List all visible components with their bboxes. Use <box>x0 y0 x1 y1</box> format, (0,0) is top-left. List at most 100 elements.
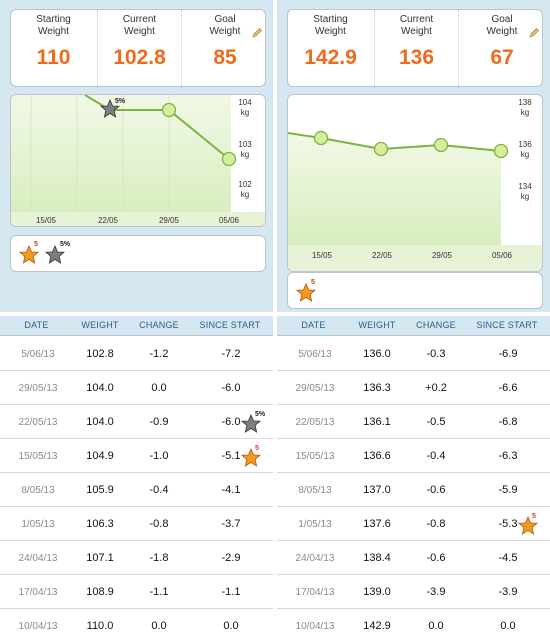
table-row[interactable]: 17/04/13 139.0 -3.9 -3.9 <box>277 575 550 609</box>
table-row[interactable]: 22/05/13 104.0 -0.9 -6.0 5% <box>0 405 273 439</box>
row-change: -0.4 <box>149 484 169 496</box>
row-weight: 142.9 <box>363 620 391 632</box>
row-weight: 137.0 <box>363 484 391 496</box>
row-change: -0.8 <box>426 518 446 530</box>
row-since-start: -6.9 <box>498 348 518 360</box>
row-change: -0.3 <box>426 348 446 360</box>
y-tick-unit: kg <box>241 150 249 159</box>
goal-weight-value: 67 <box>490 46 514 69</box>
right-weights-card: Starting Weight 142.9 Current Weight 136… <box>287 9 544 88</box>
x-tick-label: 29/05 <box>432 251 453 260</box>
table-row[interactable]: 1/05/13 106.3 -0.8 -3.7 <box>0 507 273 541</box>
row-weight: 105.9 <box>86 484 114 496</box>
chart-x-axis-bar <box>288 245 542 271</box>
table-row[interactable]: 15/05/13 104.9 -1.0 -5.1 5 <box>0 439 273 473</box>
right-achievements-card: 5 <box>287 272 543 309</box>
row-change: -1.1 <box>149 586 169 598</box>
table-row[interactable]: 5/06/13 102.8 -1.2 -7.2 <box>0 337 273 371</box>
right-chart-svg: 138 kg 136 kg 134 kg 15/05 22/05 29/05 0… <box>288 98 542 271</box>
current-weight-value: 102.8 <box>113 46 166 69</box>
starting-weight-value: 142.9 <box>304 46 357 69</box>
row-since-start: -6.6 <box>498 382 518 394</box>
goal-weight-value: 85 <box>213 46 237 69</box>
col-weight: WEIGHT <box>358 320 396 330</box>
table-row[interactable]: 17/04/13 108.9 -1.1 -1.1 <box>0 575 273 609</box>
chart-plot-area <box>11 95 231 212</box>
row-since-start: 0.0 <box>500 620 516 632</box>
left-achievements-card: 5 5% <box>10 235 266 272</box>
row-date: 1/05/13 <box>21 519 55 530</box>
row-weight: 136.6 <box>363 450 391 462</box>
row-date: 1/05/13 <box>298 519 332 530</box>
table-row[interactable]: 10/04/13 110.0 0.0 0.0 <box>0 609 273 640</box>
current-weight-label: Current Weight <box>122 14 157 37</box>
right-weight-chart: 138 kg 136 kg 134 kg 15/05 22/05 29/05 0… <box>287 94 543 272</box>
row-since-start: -4.1 <box>221 484 241 496</box>
table-row[interactable]: 1/05/13 137.6 -0.8 -5.3 5 <box>277 507 550 541</box>
row-since-start: -3.9 <box>498 586 518 598</box>
badge-label: 5% <box>60 241 71 248</box>
badge-label: 5 <box>34 241 38 248</box>
data-point <box>313 130 329 146</box>
table-row[interactable]: 29/05/13 136.3 +0.2 -6.6 <box>277 371 550 405</box>
row-weight: 106.3 <box>86 518 114 530</box>
col-change: CHANGE <box>416 320 456 330</box>
table-row[interactable]: 24/04/13 138.4 -0.6 -4.5 <box>277 541 550 575</box>
row-change: -0.6 <box>426 484 446 496</box>
orange-star-icon: 5 <box>240 443 266 474</box>
pencil-icon[interactable] <box>251 27 263 39</box>
row-weight: 104.0 <box>86 382 114 394</box>
table-row[interactable]: 10/04/13 142.9 0.0 0.0 <box>277 609 550 640</box>
row-since-start: -6.0 <box>221 382 241 394</box>
left-weight-chart: 5% 104 kg 103 kg 102 kg 15/05 22/05 29/0… <box>10 94 266 227</box>
row-weight: 136.3 <box>363 382 391 394</box>
badge-label: 5 <box>532 513 536 520</box>
row-weight: 139.0 <box>363 586 391 598</box>
y-tick-label: 104 <box>238 98 252 107</box>
row-change: -1.2 <box>149 348 169 360</box>
table-row[interactable]: 5/06/13 136.0 -0.3 -6.9 <box>277 337 550 371</box>
row-weight: 137.6 <box>363 518 391 530</box>
row-since-start: -3.7 <box>221 518 241 530</box>
col-since-start: SINCE START <box>476 320 538 330</box>
row-weight: 104.9 <box>86 450 114 462</box>
x-tick-label: 15/05 <box>312 251 333 260</box>
y-tick-unit: kg <box>521 108 529 117</box>
goal-weight[interactable]: Goal Weight 85 <box>183 10 267 88</box>
row-since-start: -5.3 <box>498 518 518 530</box>
row-date: 29/05/13 <box>18 383 58 394</box>
row-change: -3.9 <box>426 586 446 598</box>
orange-star-icon[interactable] <box>295 282 317 302</box>
x-tick-label: 05/06 <box>219 216 240 225</box>
chart-area-fill <box>288 133 501 245</box>
row-date: 10/04/13 <box>295 621 335 632</box>
orange-star-icon[interactable] <box>18 244 40 264</box>
row-since-start: -6.0 <box>221 416 241 428</box>
star-label: 5% <box>115 98 126 105</box>
goal-weight-label: Goal Weight <box>486 14 518 37</box>
row-change: -0.5 <box>426 416 446 428</box>
row-date: 5/06/13 <box>298 349 332 360</box>
table-row[interactable]: 8/05/13 137.0 -0.6 -5.9 <box>277 473 550 507</box>
table-row[interactable]: 29/05/13 104.0 0.0 -6.0 <box>0 371 273 405</box>
y-tick-label: 102 <box>238 180 252 189</box>
goal-weight[interactable]: Goal Weight 67 <box>460 10 544 88</box>
table-row[interactable]: 24/04/13 107.1 -1.8 -2.9 <box>0 541 273 575</box>
gray-star-icon[interactable] <box>44 244 66 264</box>
x-tick-label: 05/06 <box>492 251 513 260</box>
table-row[interactable]: 15/05/13 136.6 -0.4 -6.3 <box>277 439 550 473</box>
row-since-start: -4.5 <box>498 552 518 564</box>
badge-label: 5% <box>255 411 266 418</box>
current-weight-label: Current Weight <box>399 14 434 37</box>
row-change: -1.8 <box>149 552 169 564</box>
table-row[interactable]: 22/05/13 136.1 -0.5 -6.8 <box>277 405 550 439</box>
left-panel: Starting Weight 110 Current Weight 102.8… <box>0 0 273 640</box>
row-date: 17/04/13 <box>18 587 58 598</box>
table-row[interactable]: 8/05/13 105.9 -0.4 -4.1 <box>0 473 273 507</box>
starting-weight-label: Starting Weight <box>313 14 348 37</box>
col-date: DATE <box>301 320 326 330</box>
pencil-icon[interactable] <box>528 27 540 39</box>
orange-star-icon: 5 <box>517 511 543 542</box>
gray-star-icon: 5% <box>240 409 266 440</box>
row-date: 8/05/13 <box>298 485 332 496</box>
